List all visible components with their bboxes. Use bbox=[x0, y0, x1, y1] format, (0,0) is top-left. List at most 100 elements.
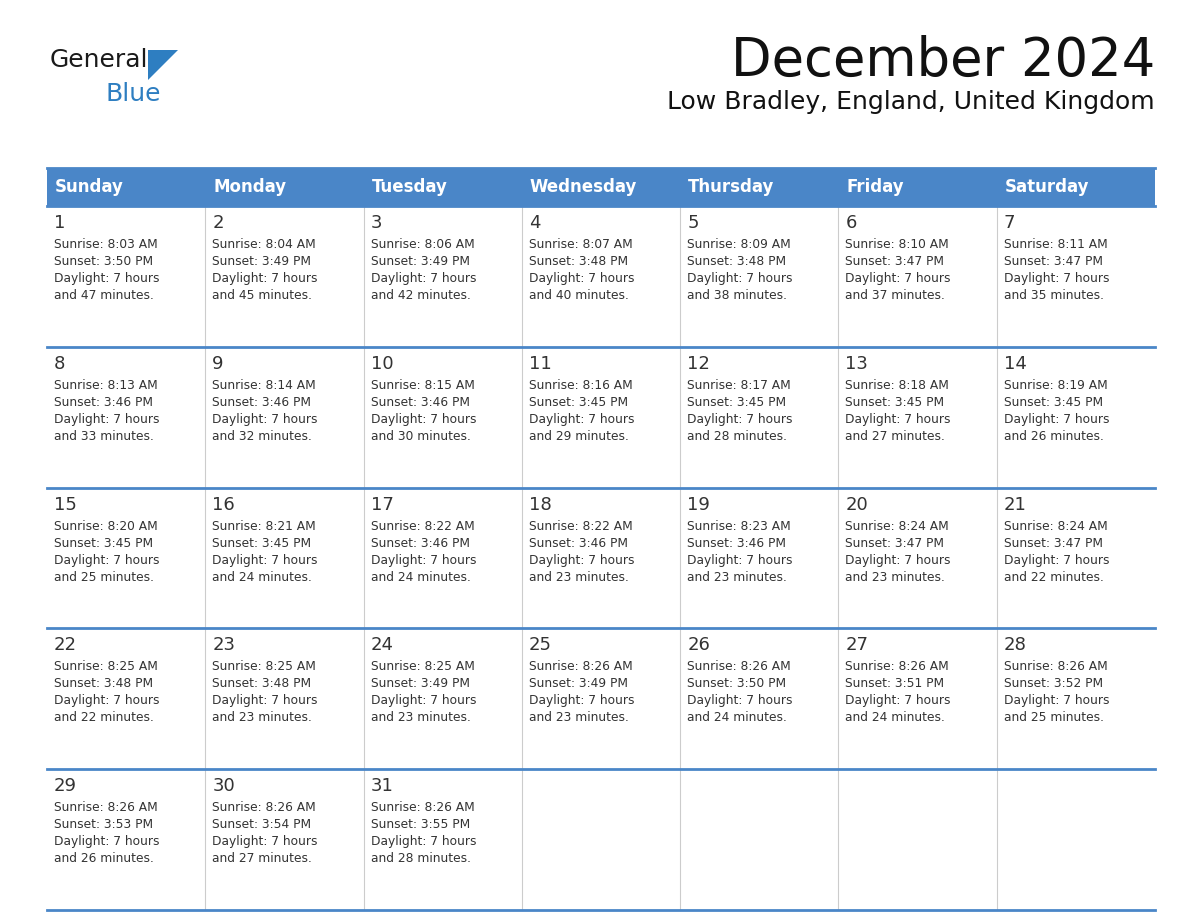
Text: Daylight: 7 hours: Daylight: 7 hours bbox=[1004, 413, 1110, 426]
Text: Sunset: 3:45 PM: Sunset: 3:45 PM bbox=[529, 396, 628, 409]
Text: 2: 2 bbox=[213, 214, 223, 232]
Text: Daylight: 7 hours: Daylight: 7 hours bbox=[846, 554, 950, 566]
Text: and 24 minutes.: and 24 minutes. bbox=[371, 571, 470, 584]
Text: Sunset: 3:49 PM: Sunset: 3:49 PM bbox=[371, 677, 469, 690]
Text: and 42 minutes.: and 42 minutes. bbox=[371, 289, 470, 302]
Text: Sunset: 3:45 PM: Sunset: 3:45 PM bbox=[213, 537, 311, 550]
Bar bbox=[839, 347, 997, 487]
Text: Sunrise: 8:17 AM: Sunrise: 8:17 AM bbox=[687, 379, 791, 392]
Text: and 28 minutes.: and 28 minutes. bbox=[371, 852, 470, 865]
Bar bbox=[206, 769, 364, 910]
Text: Sunrise: 8:09 AM: Sunrise: 8:09 AM bbox=[687, 238, 791, 251]
Text: Blue: Blue bbox=[106, 82, 162, 106]
Text: Sunrise: 8:26 AM: Sunrise: 8:26 AM bbox=[53, 801, 158, 814]
Text: Daylight: 7 hours: Daylight: 7 hours bbox=[846, 694, 950, 708]
Text: 26: 26 bbox=[687, 636, 710, 655]
Text: Sunrise: 8:11 AM: Sunrise: 8:11 AM bbox=[1004, 238, 1107, 251]
Text: and 25 minutes.: and 25 minutes. bbox=[53, 571, 154, 584]
Bar bbox=[48, 168, 206, 206]
Text: Sunset: 3:52 PM: Sunset: 3:52 PM bbox=[1004, 677, 1102, 690]
Text: Daylight: 7 hours: Daylight: 7 hours bbox=[687, 413, 792, 426]
Bar bbox=[48, 629, 206, 769]
Bar bbox=[997, 629, 1155, 769]
Text: Sunrise: 8:26 AM: Sunrise: 8:26 AM bbox=[1004, 660, 1107, 674]
Text: Sunset: 3:46 PM: Sunset: 3:46 PM bbox=[53, 396, 153, 409]
Text: Sunset: 3:47 PM: Sunset: 3:47 PM bbox=[846, 537, 944, 550]
Bar bbox=[522, 168, 681, 206]
Text: Daylight: 7 hours: Daylight: 7 hours bbox=[213, 272, 317, 285]
Bar bbox=[681, 629, 839, 769]
Text: Daylight: 7 hours: Daylight: 7 hours bbox=[53, 272, 159, 285]
Text: Sunrise: 8:22 AM: Sunrise: 8:22 AM bbox=[371, 520, 474, 532]
Text: Sunset: 3:45 PM: Sunset: 3:45 PM bbox=[1004, 396, 1102, 409]
Text: Daylight: 7 hours: Daylight: 7 hours bbox=[687, 694, 792, 708]
Text: Sunrise: 8:22 AM: Sunrise: 8:22 AM bbox=[529, 520, 632, 532]
Text: Sunset: 3:46 PM: Sunset: 3:46 PM bbox=[371, 396, 469, 409]
Text: Daylight: 7 hours: Daylight: 7 hours bbox=[1004, 694, 1110, 708]
Text: Sunrise: 8:26 AM: Sunrise: 8:26 AM bbox=[687, 660, 791, 674]
Text: Daylight: 7 hours: Daylight: 7 hours bbox=[213, 554, 317, 566]
Text: Sunset: 3:46 PM: Sunset: 3:46 PM bbox=[213, 396, 311, 409]
Text: 17: 17 bbox=[371, 496, 393, 513]
Text: 31: 31 bbox=[371, 778, 393, 795]
Text: Sunrise: 8:10 AM: Sunrise: 8:10 AM bbox=[846, 238, 949, 251]
Text: 15: 15 bbox=[53, 496, 77, 513]
Text: Sunset: 3:48 PM: Sunset: 3:48 PM bbox=[213, 677, 311, 690]
Bar bbox=[681, 168, 839, 206]
Text: Sunset: 3:46 PM: Sunset: 3:46 PM bbox=[529, 537, 627, 550]
Text: Sunset: 3:45 PM: Sunset: 3:45 PM bbox=[53, 537, 153, 550]
Text: Wednesday: Wednesday bbox=[530, 178, 637, 196]
Text: 12: 12 bbox=[687, 354, 710, 373]
Text: Daylight: 7 hours: Daylight: 7 hours bbox=[687, 272, 792, 285]
Text: December 2024: December 2024 bbox=[731, 35, 1155, 87]
Text: and 23 minutes.: and 23 minutes. bbox=[213, 711, 312, 724]
Text: Sunrise: 8:26 AM: Sunrise: 8:26 AM bbox=[213, 801, 316, 814]
Text: Sunset: 3:49 PM: Sunset: 3:49 PM bbox=[371, 255, 469, 268]
Text: Daylight: 7 hours: Daylight: 7 hours bbox=[371, 272, 476, 285]
Text: 19: 19 bbox=[687, 496, 710, 513]
Bar bbox=[522, 487, 681, 629]
Text: Sunset: 3:45 PM: Sunset: 3:45 PM bbox=[687, 396, 786, 409]
Bar bbox=[206, 629, 364, 769]
Text: Sunset: 3:50 PM: Sunset: 3:50 PM bbox=[53, 255, 153, 268]
Text: and 27 minutes.: and 27 minutes. bbox=[846, 430, 946, 442]
Text: Sunrise: 8:06 AM: Sunrise: 8:06 AM bbox=[371, 238, 474, 251]
Text: Sunset: 3:48 PM: Sunset: 3:48 PM bbox=[529, 255, 628, 268]
Text: Daylight: 7 hours: Daylight: 7 hours bbox=[846, 272, 950, 285]
Text: Sunrise: 8:25 AM: Sunrise: 8:25 AM bbox=[213, 660, 316, 674]
Bar bbox=[48, 206, 206, 347]
Text: Sunset: 3:47 PM: Sunset: 3:47 PM bbox=[1004, 537, 1102, 550]
Bar bbox=[997, 769, 1155, 910]
Text: Daylight: 7 hours: Daylight: 7 hours bbox=[529, 272, 634, 285]
Text: 22: 22 bbox=[53, 636, 77, 655]
Bar bbox=[364, 769, 522, 910]
Text: Sunrise: 8:26 AM: Sunrise: 8:26 AM bbox=[529, 660, 632, 674]
Text: and 22 minutes.: and 22 minutes. bbox=[53, 711, 154, 724]
Bar bbox=[206, 487, 364, 629]
Text: Daylight: 7 hours: Daylight: 7 hours bbox=[687, 554, 792, 566]
Text: Daylight: 7 hours: Daylight: 7 hours bbox=[53, 694, 159, 708]
Text: Daylight: 7 hours: Daylight: 7 hours bbox=[371, 413, 476, 426]
Bar bbox=[839, 206, 997, 347]
Text: and 27 minutes.: and 27 minutes. bbox=[213, 852, 312, 865]
Text: 30: 30 bbox=[213, 778, 235, 795]
Text: Sunrise: 8:24 AM: Sunrise: 8:24 AM bbox=[1004, 520, 1107, 532]
Bar bbox=[522, 206, 681, 347]
Text: Sunset: 3:48 PM: Sunset: 3:48 PM bbox=[687, 255, 786, 268]
Text: 29: 29 bbox=[53, 778, 77, 795]
Bar bbox=[839, 629, 997, 769]
Text: Daylight: 7 hours: Daylight: 7 hours bbox=[213, 694, 317, 708]
Text: Sunrise: 8:25 AM: Sunrise: 8:25 AM bbox=[371, 660, 474, 674]
Bar bbox=[48, 487, 206, 629]
Text: 8: 8 bbox=[53, 354, 65, 373]
Bar bbox=[522, 347, 681, 487]
Bar bbox=[681, 347, 839, 487]
Text: 1: 1 bbox=[53, 214, 65, 232]
Text: and 23 minutes.: and 23 minutes. bbox=[687, 571, 786, 584]
Text: and 24 minutes.: and 24 minutes. bbox=[213, 571, 312, 584]
Text: and 26 minutes.: and 26 minutes. bbox=[53, 852, 154, 865]
Text: 10: 10 bbox=[371, 354, 393, 373]
Text: Daylight: 7 hours: Daylight: 7 hours bbox=[53, 413, 159, 426]
Text: 16: 16 bbox=[213, 496, 235, 513]
Bar bbox=[364, 347, 522, 487]
